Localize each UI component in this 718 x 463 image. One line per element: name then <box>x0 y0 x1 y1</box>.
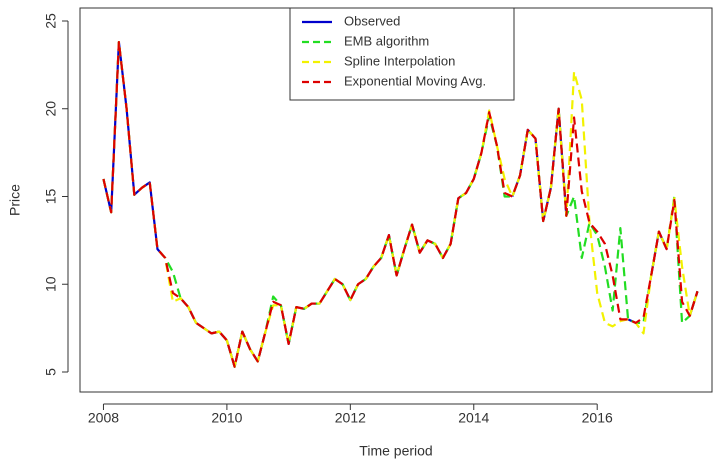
y-tick-label: 20 <box>43 101 59 117</box>
y-tick-label: 15 <box>43 188 59 204</box>
x-tick-label: 2008 <box>88 410 119 426</box>
x-tick-label: 2010 <box>211 410 242 426</box>
legend-box <box>289 7 515 101</box>
legend-label: EMB algorithm <box>344 33 429 48</box>
x-tick-label: 2014 <box>458 410 489 426</box>
legend-label: Exponential Moving Avg. <box>344 73 486 88</box>
legend: Observed EMB algorithm Spline Interpolatio… <box>289 7 515 101</box>
x-axis-title: Time period <box>359 443 432 459</box>
y-axis-title: Price <box>7 184 23 216</box>
legend-label: Observed <box>344 13 400 28</box>
x-tick-label: 2016 <box>582 410 613 426</box>
y-tick-label: 5 <box>43 368 59 376</box>
series-line <box>102 40 699 368</box>
legend-label: Spline Interpolation <box>344 53 455 68</box>
y-tick-label: 25 <box>43 13 59 29</box>
y-tick-label: 10 <box>43 276 59 292</box>
x-tick-label: 2012 <box>335 410 366 426</box>
